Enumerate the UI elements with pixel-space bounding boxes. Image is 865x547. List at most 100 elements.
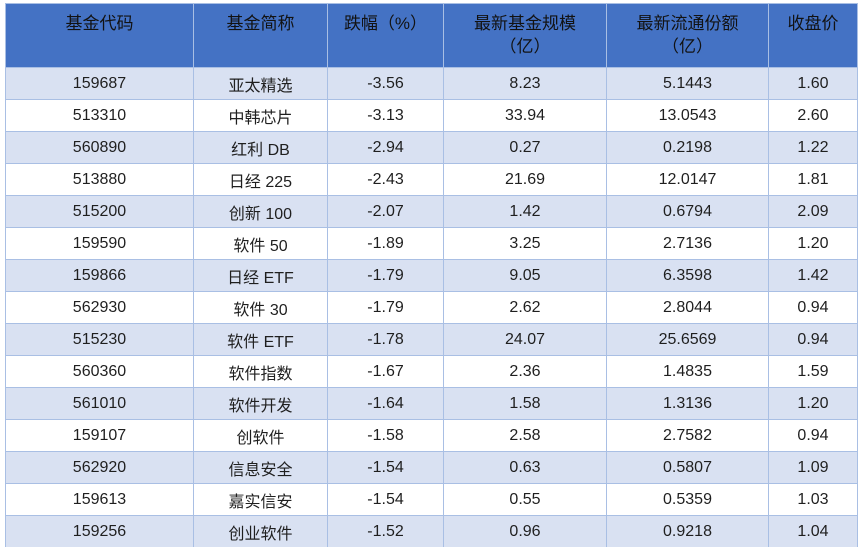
column-header-code: 基金代码 (5, 3, 194, 68)
cell-shares: 2.8044 (606, 291, 769, 324)
cell-scale: 0.27 (443, 131, 607, 164)
cell-shares: 25.6569 (606, 323, 769, 356)
cell-name: 日经 225 (193, 163, 328, 196)
cell-name: 信息安全 (193, 451, 328, 484)
cell-code: 560360 (5, 355, 194, 388)
cell-name: 日经 ETF (193, 259, 328, 292)
cell-scale: 2.62 (443, 291, 607, 324)
cell-close: 1.20 (768, 227, 858, 260)
cell-drop: -1.64 (327, 387, 444, 420)
cell-code: 513880 (5, 163, 194, 196)
column-header-label: 最新流通份额 (636, 14, 739, 33)
column-header-label: 最新基金规模 (474, 14, 576, 33)
cell-code: 513310 (5, 99, 194, 132)
cell-name: 创业软件 (193, 515, 328, 547)
table-row: 513310 中韩芯片 -3.13 33.94 13.0543 2.60 (5, 99, 858, 132)
table-row: 159590 软件 50 -1.89 3.25 2.7136 1.20 (5, 227, 858, 260)
cell-scale: 0.55 (443, 483, 607, 516)
cell-scale: 9.05 (443, 259, 607, 292)
column-header-shares: 最新流通份额 （亿） (606, 3, 769, 68)
cell-scale: 0.96 (443, 515, 607, 547)
column-header-label: 基金代码 (65, 14, 134, 33)
column-header-label: 收盘价 (787, 14, 839, 33)
cell-shares: 13.0543 (606, 99, 769, 132)
cell-shares: 0.5807 (606, 451, 769, 484)
cell-code: 159866 (5, 259, 194, 292)
cell-scale: 2.58 (443, 419, 607, 452)
cell-code: 159613 (5, 483, 194, 516)
cell-close: 0.94 (768, 323, 858, 356)
cell-name: 软件指数 (193, 355, 328, 388)
cell-close: 1.03 (768, 483, 858, 516)
cell-drop: -1.79 (327, 259, 444, 292)
column-header-label: 跌幅（%） (343, 14, 428, 33)
table-row: 562920 信息安全 -1.54 0.63 0.5807 1.09 (5, 451, 858, 484)
cell-drop: -1.89 (327, 227, 444, 260)
cell-code: 562930 (5, 291, 194, 324)
table-header-row: 基金代码 基金简称 跌幅（%） 最新基金规模 （亿） 最新流通份额 （亿） 收盘价 (5, 3, 858, 68)
column-header-scale: 最新基金规模 （亿） (443, 3, 607, 68)
cell-shares: 12.0147 (606, 163, 769, 196)
table-row: 159256 创业软件 -1.52 0.96 0.9218 1.04 (5, 515, 858, 547)
cell-drop: -3.56 (327, 67, 444, 100)
cell-drop: -2.43 (327, 163, 444, 196)
table-row: 561010 软件开发 -1.64 1.58 1.3136 1.20 (5, 387, 858, 420)
column-header-name: 基金简称 (193, 3, 328, 68)
cell-drop: -1.67 (327, 355, 444, 388)
cell-scale: 0.63 (443, 451, 607, 484)
cell-scale: 8.23 (443, 67, 607, 100)
table-row: 513880 日经 225 -2.43 21.69 12.0147 1.81 (5, 163, 858, 196)
cell-drop: -3.13 (327, 99, 444, 132)
cell-scale: 33.94 (443, 99, 607, 132)
cell-shares: 2.7136 (606, 227, 769, 260)
table-row: 159866 日经 ETF -1.79 9.05 6.3598 1.42 (5, 259, 858, 292)
cell-code: 159256 (5, 515, 194, 547)
cell-code: 515200 (5, 195, 194, 228)
cell-close: 1.59 (768, 355, 858, 388)
table-row: 515200 创新 100 -2.07 1.42 0.6794 2.09 (5, 195, 858, 228)
cell-shares: 0.5359 (606, 483, 769, 516)
cell-shares: 1.3136 (606, 387, 769, 420)
column-header-close: 收盘价 (768, 3, 858, 68)
cell-close: 1.04 (768, 515, 858, 547)
cell-shares: 0.6794 (606, 195, 769, 228)
column-header-label: 基金简称 (226, 14, 295, 33)
cell-scale: 24.07 (443, 323, 607, 356)
cell-drop: -1.79 (327, 291, 444, 324)
cell-drop: -2.07 (327, 195, 444, 228)
cell-code: 560890 (5, 131, 194, 164)
cell-close: 0.94 (768, 291, 858, 324)
cell-close: 2.60 (768, 99, 858, 132)
cell-drop: -1.78 (327, 323, 444, 356)
cell-code: 159107 (5, 419, 194, 452)
cell-name: 软件 ETF (193, 323, 328, 356)
cell-scale: 3.25 (443, 227, 607, 260)
table-row: 159613 嘉实信安 -1.54 0.55 0.5359 1.03 (5, 483, 858, 516)
cell-name: 创新 100 (193, 195, 328, 228)
cell-close: 1.20 (768, 387, 858, 420)
cell-scale: 2.36 (443, 355, 607, 388)
cell-scale: 21.69 (443, 163, 607, 196)
cell-close: 1.60 (768, 67, 858, 100)
cell-close: 1.09 (768, 451, 858, 484)
cell-name: 中韩芯片 (193, 99, 328, 132)
cell-drop: -2.94 (327, 131, 444, 164)
cell-shares: 2.7582 (606, 419, 769, 452)
cell-name: 亚太精选 (193, 67, 328, 100)
table-header: 基金代码 基金简称 跌幅（%） 最新基金规模 （亿） 最新流通份额 （亿） 收盘价 (5, 3, 858, 68)
cell-name: 软件 50 (193, 227, 328, 260)
cell-close: 1.81 (768, 163, 858, 196)
cell-scale: 1.58 (443, 387, 607, 420)
cell-drop: -1.58 (327, 419, 444, 452)
cell-name: 红利 DB (193, 131, 328, 164)
cell-name: 软件开发 (193, 387, 328, 420)
table-row: 560360 软件指数 -1.67 2.36 1.4835 1.59 (5, 355, 858, 388)
cell-code: 159687 (5, 67, 194, 100)
cell-name: 软件 30 (193, 291, 328, 324)
table-body: 159687 亚太精选 -3.56 8.23 5.1443 1.60 513310 中韩芯片 -… (5, 67, 858, 547)
cell-code: 561010 (5, 387, 194, 420)
table-row: 560890 红利 DB -2.94 0.27 0.2198 1.22 (5, 131, 858, 164)
cell-close: 2.09 (768, 195, 858, 228)
cell-drop: -1.54 (327, 483, 444, 516)
